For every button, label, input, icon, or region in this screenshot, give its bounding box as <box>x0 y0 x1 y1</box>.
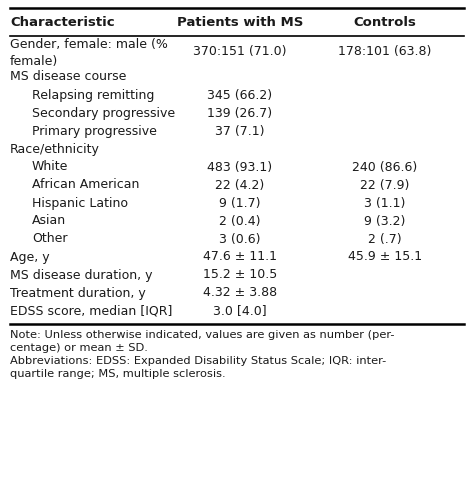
Text: 22 (4.2): 22 (4.2) <box>215 179 264 191</box>
Text: Note: Unless otherwise indicated, values are given as number (per-: Note: Unless otherwise indicated, values… <box>10 330 394 340</box>
Text: White: White <box>32 160 68 174</box>
Text: 2 (0.4): 2 (0.4) <box>219 215 261 227</box>
Text: 15.2 ± 10.5: 15.2 ± 10.5 <box>203 269 277 281</box>
Text: centage) or mean ± SD.: centage) or mean ± SD. <box>10 343 148 353</box>
Text: 240 (86.6): 240 (86.6) <box>352 160 418 174</box>
Text: Relapsing remitting: Relapsing remitting <box>32 89 155 101</box>
Text: quartile range; MS, multiple sclerosis.: quartile range; MS, multiple sclerosis. <box>10 369 226 379</box>
Text: African American: African American <box>32 179 139 191</box>
Text: Secondary progressive: Secondary progressive <box>32 106 175 120</box>
Text: 2 (.7): 2 (.7) <box>368 233 402 246</box>
Text: Other: Other <box>32 233 67 246</box>
Text: Gender, female: male (%
female): Gender, female: male (% female) <box>10 38 168 67</box>
Text: Abbreviations: EDSS: Expanded Disability Status Scale; IQR: inter-: Abbreviations: EDSS: Expanded Disability… <box>10 356 386 366</box>
Text: 370:151 (71.0): 370:151 (71.0) <box>193 45 287 59</box>
Text: Hispanic Latino: Hispanic Latino <box>32 196 128 210</box>
Text: 345 (66.2): 345 (66.2) <box>208 89 273 101</box>
Text: 45.9 ± 15.1: 45.9 ± 15.1 <box>348 250 422 264</box>
Text: 4.32 ± 3.88: 4.32 ± 3.88 <box>203 286 277 300</box>
Text: 3 (0.6): 3 (0.6) <box>219 233 261 246</box>
Text: 9 (3.2): 9 (3.2) <box>365 215 406 227</box>
Text: EDSS score, median [IQR]: EDSS score, median [IQR] <box>10 305 173 317</box>
Text: MS disease duration, y: MS disease duration, y <box>10 269 153 281</box>
Text: 3 (1.1): 3 (1.1) <box>365 196 406 210</box>
Text: Primary progressive: Primary progressive <box>32 124 157 137</box>
Text: 483 (93.1): 483 (93.1) <box>208 160 273 174</box>
Text: Patients with MS: Patients with MS <box>177 16 303 29</box>
Text: Age, y: Age, y <box>10 250 50 264</box>
Text: 37 (7.1): 37 (7.1) <box>215 124 265 137</box>
Text: Race/ethnicity: Race/ethnicity <box>10 143 100 155</box>
Text: MS disease course: MS disease course <box>10 70 127 84</box>
Text: Characteristic: Characteristic <box>10 16 115 29</box>
Text: 3.0 [4.0]: 3.0 [4.0] <box>213 305 267 317</box>
Text: 9 (1.7): 9 (1.7) <box>219 196 261 210</box>
Text: 178:101 (63.8): 178:101 (63.8) <box>338 45 432 59</box>
Text: 47.6 ± 11.1: 47.6 ± 11.1 <box>203 250 277 264</box>
Text: 22 (7.9): 22 (7.9) <box>360 179 410 191</box>
Text: Asian: Asian <box>32 215 66 227</box>
Text: Controls: Controls <box>354 16 417 29</box>
Text: Treatment duration, y: Treatment duration, y <box>10 286 146 300</box>
Text: 139 (26.7): 139 (26.7) <box>208 106 273 120</box>
